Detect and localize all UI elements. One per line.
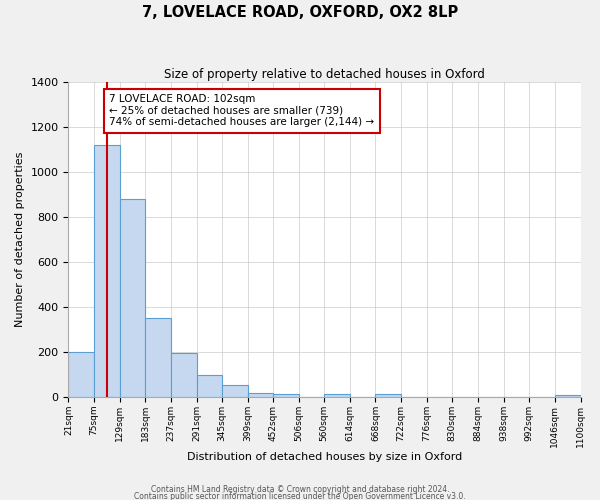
Text: 7 LOVELACE ROAD: 102sqm
← 25% of detached houses are smaller (739)
74% of semi-d: 7 LOVELACE ROAD: 102sqm ← 25% of detache…	[109, 94, 374, 128]
Bar	[376, 394, 401, 397]
Bar	[94, 145, 119, 397]
Bar	[171, 353, 197, 397]
Bar	[222, 385, 248, 397]
Bar	[197, 374, 222, 397]
Bar	[68, 352, 94, 397]
Bar	[324, 394, 350, 397]
Bar	[145, 318, 171, 397]
X-axis label: Distribution of detached houses by size in Oxford: Distribution of detached houses by size …	[187, 452, 462, 462]
Text: Contains public sector information licensed under the Open Government Licence v3: Contains public sector information licen…	[134, 492, 466, 500]
Y-axis label: Number of detached properties: Number of detached properties	[15, 152, 25, 327]
Bar	[119, 199, 145, 397]
Title: Size of property relative to detached houses in Oxford: Size of property relative to detached ho…	[164, 68, 485, 80]
Bar	[555, 395, 581, 397]
Text: 7, LOVELACE ROAD, OXFORD, OX2 8LP: 7, LOVELACE ROAD, OXFORD, OX2 8LP	[142, 5, 458, 20]
Bar	[273, 394, 299, 397]
Text: Contains HM Land Registry data © Crown copyright and database right 2024.: Contains HM Land Registry data © Crown c…	[151, 486, 449, 494]
Bar	[248, 392, 273, 397]
